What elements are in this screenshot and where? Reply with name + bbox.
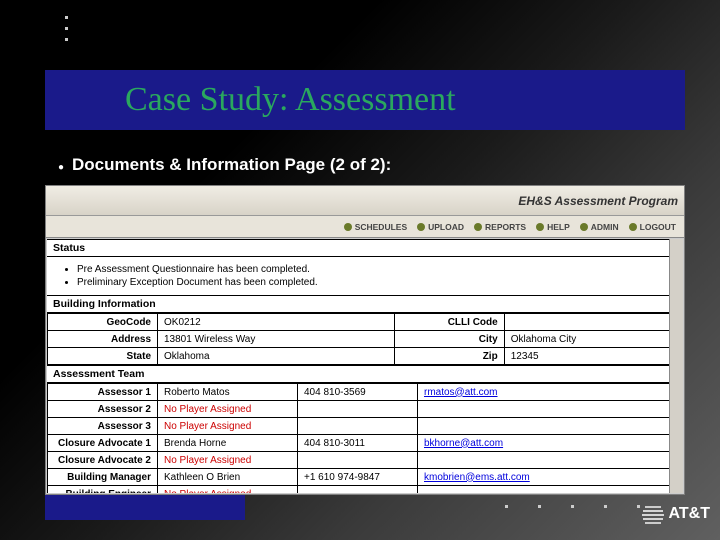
team-heading: Assessment Team (47, 365, 683, 383)
name-value: Kathleen O Brien (158, 469, 298, 486)
scrollbar[interactable] (669, 239, 683, 493)
program-title: EH&S Assessment Program (518, 194, 678, 208)
name-value: No Player Assigned (158, 452, 298, 469)
nav-icon (580, 223, 588, 231)
email-value[interactable]: rmatos@att.com (418, 384, 683, 401)
role-label: Building Manager (48, 469, 158, 486)
name-value: Roberto Matos (158, 384, 298, 401)
nav-bar: SCHEDULES UPLOAD REPORTS HELP ADMIN LOGO… (46, 216, 684, 238)
nav-schedules[interactable]: SCHEDULES (344, 222, 407, 232)
nav-icon (344, 223, 352, 231)
email-value[interactable]: kmobrien@ems.att.com (418, 469, 683, 486)
slide-title: Case Study: Assessment (125, 81, 456, 119)
status-item: Pre Assessment Questionnaire has been co… (77, 263, 665, 276)
building-table: GeoCode OK0212 CLLI Code Address 13801 W… (47, 313, 683, 365)
state-label: State (48, 348, 158, 365)
phone-value (298, 486, 418, 495)
role-label: Assessor 3 (48, 418, 158, 435)
city-value: Oklahoma City (504, 331, 682, 348)
phone-value: 404 810-3569 (298, 384, 418, 401)
building-heading: Building Information (47, 295, 683, 313)
table-row: State Oklahoma Zip 12345 (48, 348, 683, 365)
geo-code-label: GeoCode (48, 314, 158, 331)
phone-value: 404 810-3011 (298, 435, 418, 452)
nav-icon (629, 223, 637, 231)
nav-label: SCHEDULES (355, 222, 407, 232)
table-row: GeoCode OK0212 CLLI Code (48, 314, 683, 331)
table-row: Building EngineerNo Player Assigned (48, 486, 683, 495)
phone-value (298, 401, 418, 418)
name-value: No Player Assigned (158, 418, 298, 435)
name-value: No Player Assigned (158, 486, 298, 495)
globe-icon (642, 503, 664, 525)
table-row: Closure Advocate 1Brenda Horne404 810-30… (48, 435, 683, 452)
phone-value: +1 610 974-9847 (298, 469, 418, 486)
table-row: Assessor 1Roberto Matos404 810-3569rmato… (48, 384, 683, 401)
nav-help[interactable]: HELP (536, 222, 570, 232)
address-value: 13801 Wireless Way (158, 331, 395, 348)
nav-reports[interactable]: REPORTS (474, 222, 526, 232)
phone-value (298, 452, 418, 469)
app-screenshot: EH&S Assessment Program SCHEDULES UPLOAD… (45, 185, 685, 495)
geo-code-value: OK0212 (158, 314, 395, 331)
nav-label: LOGOUT (640, 222, 676, 232)
table-row: Closure Advocate 2No Player Assigned (48, 452, 683, 469)
nav-logout[interactable]: LOGOUT (629, 222, 676, 232)
clli-value (504, 314, 682, 331)
email-value (418, 486, 683, 495)
decorative-dots-bottom (505, 505, 640, 508)
state-value: Oklahoma (158, 348, 395, 365)
table-row: Assessor 2No Player Assigned (48, 401, 683, 418)
name-value: No Player Assigned (158, 401, 298, 418)
table-row: Building ManagerKathleen O Brien+1 610 9… (48, 469, 683, 486)
role-label: Building Engineer (48, 486, 158, 495)
email-value (418, 418, 683, 435)
phone-value (298, 418, 418, 435)
title-bar: Case Study: Assessment (45, 70, 685, 130)
email-value (418, 452, 683, 469)
nav-label: UPLOAD (428, 222, 464, 232)
role-label: Assessor 1 (48, 384, 158, 401)
nav-icon (536, 223, 544, 231)
role-label: Closure Advocate 2 (48, 452, 158, 469)
email-value (418, 401, 683, 418)
role-label: Closure Advocate 1 (48, 435, 158, 452)
email-value[interactable]: bkhorne@att.com (418, 435, 683, 452)
nav-label: REPORTS (485, 222, 526, 232)
clli-label: CLLI Code (394, 314, 504, 331)
city-label: City (394, 331, 504, 348)
app-header: EH&S Assessment Program (46, 186, 684, 216)
bullet-icon: ● (58, 162, 64, 173)
role-label: Assessor 2 (48, 401, 158, 418)
nav-label: ADMIN (591, 222, 619, 232)
zip-label: Zip (394, 348, 504, 365)
zip-value: 12345 (504, 348, 682, 365)
name-value: Brenda Horne (158, 435, 298, 452)
decorative-dots-left (65, 8, 68, 49)
brand-text: AT&T (669, 505, 710, 523)
status-heading: Status (47, 239, 683, 257)
nav-icon (474, 223, 482, 231)
nav-admin[interactable]: ADMIN (580, 222, 619, 232)
nav-label: HELP (547, 222, 570, 232)
table-row: Address 13801 Wireless Way City Oklahoma… (48, 331, 683, 348)
status-item: Preliminary Exception Document has been … (77, 276, 665, 289)
team-table: Assessor 1Roberto Matos404 810-3569rmato… (47, 383, 683, 494)
nav-upload[interactable]: UPLOAD (417, 222, 464, 232)
table-row: Assessor 3No Player Assigned (48, 418, 683, 435)
att-logo: AT&T (642, 503, 710, 525)
bottom-accent-bar (45, 495, 245, 520)
slide-subtitle: Documents & Information Page (2 of 2): (72, 155, 391, 175)
nav-icon (417, 223, 425, 231)
content-area: Status Pre Assessment Questionnaire has … (46, 238, 684, 494)
status-body: Pre Assessment Questionnaire has been co… (47, 257, 683, 295)
address-label: Address (48, 331, 158, 348)
